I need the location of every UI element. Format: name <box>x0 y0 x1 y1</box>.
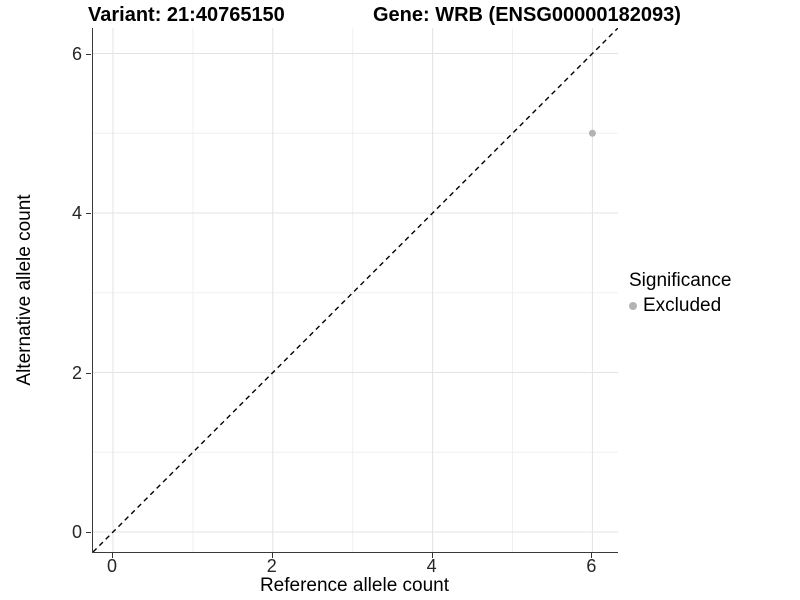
data-point <box>588 129 596 137</box>
y-tick-mark <box>86 53 91 55</box>
plot-panel <box>92 28 618 553</box>
x-axis-title: Reference allele count <box>259 575 450 596</box>
variant-title: Variant: 21:40765150 <box>88 4 285 26</box>
y-tick-label: 2 <box>71 362 82 383</box>
x-tick-mark <box>271 553 273 558</box>
x-tick-mark <box>431 553 433 558</box>
legend-title: Significance <box>629 270 732 291</box>
x-tick-label: 4 <box>426 556 437 576</box>
y-axis-title: Alternative allele count <box>14 194 35 386</box>
plot-canvas <box>93 28 618 552</box>
legend-item-excluded: Excluded <box>629 295 731 317</box>
y-tick-label: 6 <box>71 43 82 64</box>
x-tick-label: 6 <box>586 556 597 576</box>
y-tick-mark <box>86 372 91 374</box>
x-tick-label: 2 <box>266 556 277 576</box>
legend-item-label: Excluded <box>643 295 722 316</box>
y-tick-label: 0 <box>71 522 82 543</box>
gene-title: Gene: WRB (ENSG00000182093) <box>373 4 681 26</box>
y-tick-label: 4 <box>71 203 82 224</box>
y-tick-mark <box>86 213 91 215</box>
identity-reference-line <box>93 28 618 552</box>
x-tick-mark <box>591 553 593 558</box>
legend-point-swatch-icon <box>629 302 637 310</box>
y-tick-mark <box>86 532 91 534</box>
legend: Significance Excluded <box>629 270 731 317</box>
x-tick-mark <box>111 553 113 558</box>
x-tick-label: 0 <box>106 556 117 576</box>
